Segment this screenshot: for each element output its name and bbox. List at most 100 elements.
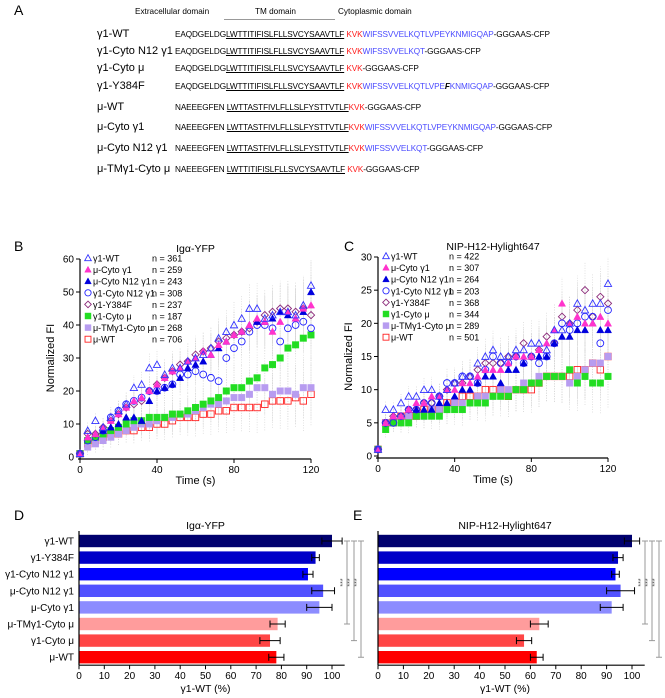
category-label: μ-Cyto γ1 [31, 603, 74, 614]
data-point [534, 338, 544, 347]
data-point [474, 392, 482, 400]
data-point [596, 379, 604, 387]
bar [79, 651, 277, 664]
legend-label: μ-WT [391, 333, 414, 343]
data-point [382, 287, 390, 295]
data-point [519, 359, 528, 367]
data-point [260, 313, 270, 322]
error-bar [529, 620, 549, 628]
data-point [519, 352, 528, 360]
data-point [534, 352, 544, 360]
data-point [284, 324, 292, 333]
significance-bracket [351, 540, 357, 642]
data-point [442, 385, 452, 394]
data-point [549, 325, 559, 334]
category-label: γ1-Y384F [31, 553, 74, 564]
data-point [91, 416, 100, 425]
x-tick-label: 90 [301, 671, 313, 682]
data-point [222, 387, 230, 395]
data-point [450, 378, 460, 387]
data-point [419, 405, 429, 413]
data-point [306, 287, 316, 296]
bar-chart-d: D Igα-YFP γ1-WT γ1-Y384F γ1-Cyto N12 γ1 μ-Cyt… [5, 507, 364, 695]
data-point [565, 318, 575, 327]
data-point [168, 366, 177, 376]
x-tick-label: 0 [76, 671, 82, 682]
data-point [222, 407, 230, 415]
y-tick-label: 0 [68, 453, 74, 464]
data-point [504, 386, 512, 394]
sequence-segment-plain: NAEEEGFEN [175, 123, 227, 132]
data-point [573, 379, 581, 387]
data-point [488, 372, 498, 380]
data-point [107, 433, 115, 441]
data-point [245, 390, 253, 398]
data-point [596, 325, 605, 334]
sequence-segment-tm: LWTTITIFISLFLLSVCYSAAVTLF [225, 64, 345, 73]
data-point [98, 422, 108, 431]
bar [378, 651, 537, 664]
sequence-segment-tm: LWTTITIFISLFLLSVCYSAAVTLF [225, 47, 345, 56]
significance-bracket [344, 540, 350, 625]
data-point [192, 404, 199, 411]
x-tick-label: 30 [149, 671, 161, 682]
data-point [381, 418, 390, 426]
significance-bracket [642, 540, 648, 625]
data-point [527, 352, 536, 360]
data-point [284, 397, 292, 405]
data-point [458, 378, 467, 387]
data-point [253, 384, 261, 392]
data-point [229, 330, 239, 340]
y-tick-label: 20 [63, 387, 75, 398]
data-point [596, 359, 604, 367]
legend-n: n = 308 [152, 288, 182, 298]
sequence-segment-kvk: KVK [346, 30, 363, 39]
data-point [276, 387, 284, 395]
legend-label: γ1-Y384F [391, 298, 431, 308]
data-point [214, 333, 223, 342]
data-point [542, 345, 552, 354]
sequence-segment-plain: EAQDGELDG [175, 47, 226, 56]
data-point [420, 412, 428, 420]
data-point [122, 420, 130, 428]
scatter-chart-b: B Igα-YFP 0 10 20 30 40 50 60 0 40 80 120 Time (s) Nor… [14, 238, 320, 487]
bar [79, 601, 320, 614]
data-point [496, 378, 505, 387]
data-point [191, 360, 200, 368]
chart-title: NIP-H12-Hylight647 [458, 520, 552, 532]
data-point [299, 397, 307, 405]
error-bar [529, 653, 544, 661]
data-point [427, 405, 436, 413]
data-point [595, 298, 605, 307]
construct-name: γ1-Cyto N12 γ1 [97, 45, 173, 57]
legend-n: n = 344 [449, 310, 479, 320]
data-point [84, 312, 92, 320]
data-point [573, 312, 582, 320]
legend-n: n = 237 [152, 300, 182, 310]
data-point [543, 372, 551, 380]
data-point [153, 413, 161, 421]
construct-name: γ1-Cyto μ [97, 62, 145, 74]
panel-label-c: C [344, 238, 354, 254]
data-point [191, 353, 200, 362]
data-point [176, 373, 185, 381]
data-point [427, 392, 436, 400]
data-point [550, 372, 558, 380]
data-point [83, 433, 92, 441]
data-point [382, 425, 390, 433]
data-point [207, 397, 215, 405]
data-point [237, 337, 246, 346]
data-point [230, 403, 238, 412]
error-bar [612, 554, 624, 562]
data-point [99, 423, 108, 431]
data-point [306, 280, 316, 289]
x-tick-label: 10 [398, 671, 410, 682]
legend-label: μ-Cyto N12 γ1 [93, 277, 151, 287]
sequence-segment-plain: -GGGAAS-CFP [364, 103, 421, 112]
data-point [581, 366, 589, 374]
data-point [215, 400, 223, 408]
data-point [237, 327, 246, 335]
construct-sequence: NAEEEGFEN LWTTASTFIVLFLLSLFYSTTVTLFKVKWI… [175, 123, 552, 132]
data-point [299, 384, 307, 392]
category-label: γ1-WT [45, 537, 74, 548]
